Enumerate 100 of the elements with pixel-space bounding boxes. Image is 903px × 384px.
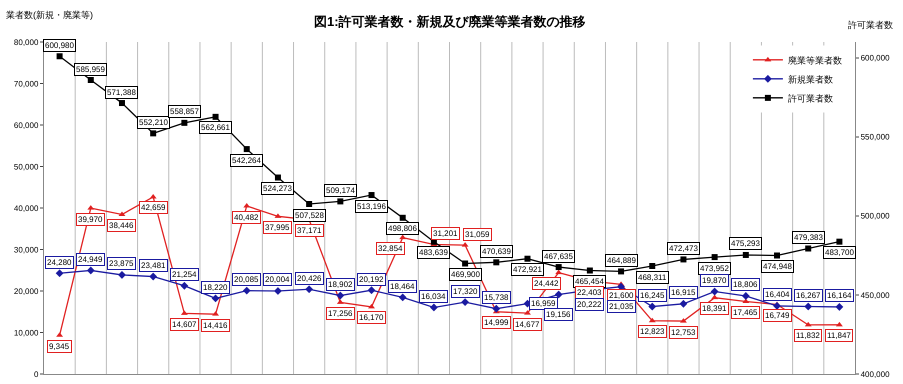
- data-label: 11,832: [796, 331, 820, 340]
- point: [556, 264, 562, 270]
- y-tick-label: 30,000: [14, 245, 39, 254]
- data-label: 15,738: [484, 293, 510, 302]
- chart-title: 図1:許可業者数・新規及び廃業等業者数の推移: [314, 14, 586, 29]
- point: [337, 198, 344, 204]
- point: [836, 303, 844, 311]
- point: [86, 266, 95, 274]
- data-label: 507,528: [295, 211, 324, 220]
- point: [398, 293, 407, 302]
- legend-label: 廃業等業者数: [788, 55, 842, 66]
- point: [680, 256, 686, 262]
- point: [710, 288, 719, 296]
- data-label: 558,857: [170, 107, 200, 116]
- data-label: 542,264: [232, 156, 262, 165]
- data-label: 17,320: [453, 287, 478, 296]
- y2-tick-label: 450,000: [860, 290, 890, 300]
- point: [712, 254, 718, 260]
- point: [88, 77, 94, 84]
- data-label: 16,267: [796, 291, 822, 300]
- point: [212, 114, 219, 120]
- point: [461, 298, 469, 306]
- data-label: 468,311: [638, 273, 667, 282]
- data-label: 14,607: [172, 320, 198, 329]
- y-tick-label: 0: [34, 370, 39, 379]
- point: [586, 268, 593, 274]
- data-label: 18,220: [203, 283, 228, 292]
- data-label: 21,600: [609, 291, 634, 300]
- data-label: 467,635: [544, 252, 574, 261]
- data-label: 552,210: [139, 118, 168, 127]
- data-label: 31,201: [433, 229, 458, 238]
- point: [306, 201, 312, 207]
- data-label: 479,383: [794, 233, 824, 242]
- point: [180, 282, 188, 290]
- point: [648, 302, 656, 310]
- point: [181, 120, 188, 126]
- point: [274, 174, 281, 181]
- data-label: 14,416: [203, 321, 228, 330]
- data-label: 469,900: [451, 270, 480, 279]
- data-label: 472,473: [669, 244, 698, 253]
- data-label: 16,170: [359, 313, 384, 322]
- point: [836, 238, 842, 245]
- legend-label: 新規業者数: [788, 74, 833, 84]
- data-label: 524,273: [263, 184, 292, 193]
- data-label: 465,454: [575, 277, 604, 286]
- data-label: 19,156: [546, 310, 572, 319]
- legend-label: 許可業者数: [788, 93, 833, 104]
- point: [336, 292, 344, 300]
- point: [56, 269, 64, 278]
- data-label: 16,245: [640, 291, 666, 300]
- data-label: 20,222: [577, 300, 602, 309]
- data-label: 16,404: [765, 290, 790, 299]
- data-label: 23,875: [109, 259, 134, 268]
- point: [118, 271, 126, 279]
- point: [680, 300, 688, 308]
- point: [368, 286, 376, 294]
- data-label: 9,345: [49, 342, 70, 351]
- point: [462, 260, 468, 266]
- point: [524, 310, 531, 315]
- data-label: 20,192: [359, 275, 384, 284]
- y2-tick-label: 550,000: [860, 132, 890, 142]
- data-label: 42,659: [141, 203, 166, 212]
- y-tick-label: 20,000: [14, 286, 39, 296]
- data-label: 20,004: [265, 275, 290, 284]
- data-label: 571,388: [107, 88, 136, 97]
- y-axis-title: 業者数(新規・廃業等): [6, 10, 93, 20]
- data-label: 37,995: [265, 223, 290, 232]
- data-label: 24,442: [534, 279, 560, 288]
- data-label: 562,661: [201, 123, 230, 132]
- point: [56, 53, 63, 60]
- data-label: 21,254: [172, 270, 198, 279]
- data-label: 18,806: [733, 280, 758, 289]
- data-label: 16,034: [421, 292, 446, 301]
- data-label: 16,915: [671, 288, 696, 297]
- data-label: 24,280: [47, 258, 72, 267]
- data-label: 16,164: [827, 291, 852, 300]
- data-label: 470,639: [482, 247, 512, 256]
- data-label: 21,035: [609, 302, 634, 311]
- point: [242, 286, 251, 295]
- point: [492, 304, 500, 313]
- data-label: 32,854: [378, 244, 404, 253]
- data-label: 473,952: [700, 264, 730, 273]
- data-label: 464,889: [607, 256, 636, 265]
- point: [368, 304, 375, 308]
- data-label: 585,959: [76, 65, 106, 74]
- y2-tick-label: 600,000: [860, 54, 890, 63]
- point: [618, 268, 624, 274]
- data-label: 39,970: [78, 215, 104, 224]
- y-tick-label: 40,000: [14, 204, 39, 213]
- data-label: 509,174: [326, 186, 356, 195]
- y-tick-label: 70,000: [14, 79, 39, 88]
- point: [149, 272, 158, 280]
- point: [118, 211, 126, 216]
- point: [118, 100, 125, 106]
- data-label: 20,426: [297, 274, 322, 283]
- data-label: 483,700: [825, 248, 854, 257]
- y-tick-label: 10,000: [14, 328, 39, 338]
- point: [649, 263, 656, 269]
- data-label: 31,059: [465, 230, 490, 239]
- point: [804, 302, 812, 310]
